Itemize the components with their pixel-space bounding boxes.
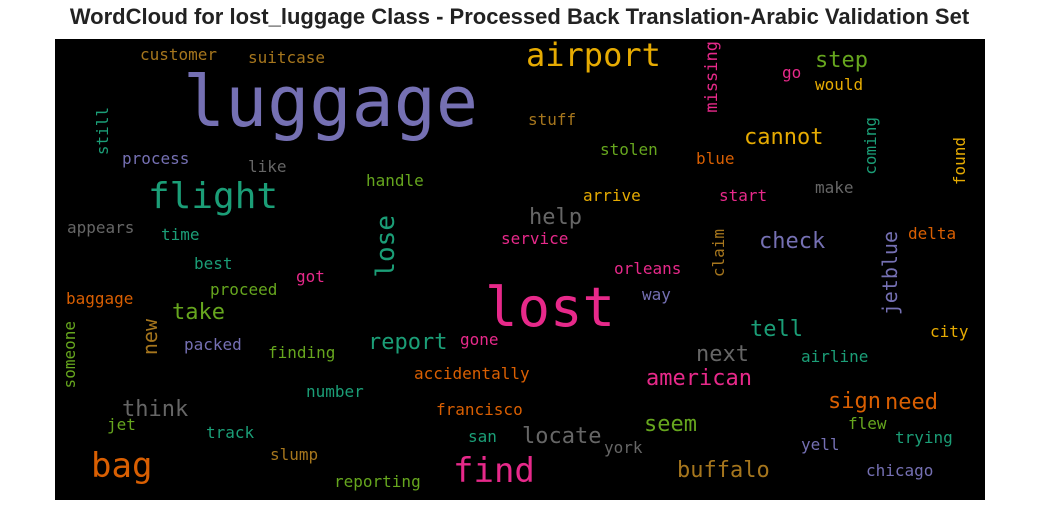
word-yell: yell [801,435,840,454]
word-service: service [501,229,569,248]
word-chicago: chicago [866,461,934,480]
word-gone: gone [460,330,499,349]
word-delta: delta [908,224,957,243]
word-francisco: francisco [436,400,523,419]
word-proceed: proceed [210,280,278,299]
word-someone: someone [60,321,79,389]
word-flight: flight [148,176,279,217]
wordcloud-canvas: luggage lost airport flight bag find lose custo… [55,39,985,500]
word-airline: airline [801,347,869,366]
word-take: take [172,300,225,325]
word-slump: slump [270,445,319,464]
word-like: like [248,157,287,176]
word-airport: airport [526,39,661,74]
word-best: best [194,254,233,273]
word-suitcase: suitcase [248,48,326,67]
word-time: time [161,225,200,244]
word-check: check [759,229,826,254]
word-next: next [696,342,749,367]
word-make: make [815,178,854,197]
word-found: found [950,137,969,186]
word-coming: coming [861,117,880,175]
word-seem: seem [644,412,697,437]
word-baggage: baggage [66,289,134,308]
word-find: find [453,451,535,491]
word-lose: lose [371,215,401,278]
word-american: american [646,366,752,391]
word-packed: packed [184,335,242,354]
word-report: report [368,330,448,355]
word-tell: tell [750,317,803,342]
word-help: help [529,205,582,230]
word-buffalo: buffalo [677,458,770,483]
word-process: process [122,149,190,168]
word-number: number [306,382,364,401]
word-way: way [642,285,671,304]
word-jet: jet [107,415,136,434]
word-track: track [206,423,255,442]
word-appears: appears [67,218,135,237]
word-stuff: stuff [528,110,577,129]
word-city: city [930,322,969,341]
word-new: new [138,319,162,356]
word-claim: claim [709,229,728,278]
word-stolen: stolen [600,140,658,159]
word-handle: handle [366,171,424,190]
word-still: still [93,107,112,156]
word-need: need [885,390,938,415]
word-york: york [604,438,643,457]
word-got: got [296,267,325,286]
word-locate: locate [522,424,602,449]
word-san: san [468,427,497,446]
word-luggage: luggage [183,61,479,143]
word-accidentally: accidentally [414,364,530,383]
word-step: step [815,48,868,73]
word-sign: sign [828,389,881,414]
word-trying: trying [895,428,953,447]
word-reporting: reporting [334,472,421,491]
chart-title: WordCloud for lost_luggage Class - Proce… [69,4,970,29]
word-arrive: arrive [583,186,641,205]
word-bag: bag [91,446,153,486]
word-would: would [815,75,864,94]
word-flew: flew [848,414,887,433]
word-cannot: cannot [744,125,824,150]
word-go: go [782,63,802,82]
word-missing: missing [702,41,722,113]
word-lost: lost [485,276,616,339]
word-think: think [122,397,189,422]
word-customer: customer [140,45,218,64]
word-blue: blue [696,149,735,168]
word-jetblue: jetblue [878,231,902,316]
word-start: start [719,186,768,205]
word-orleans: orleans [614,259,682,278]
word-finding: finding [268,343,336,362]
